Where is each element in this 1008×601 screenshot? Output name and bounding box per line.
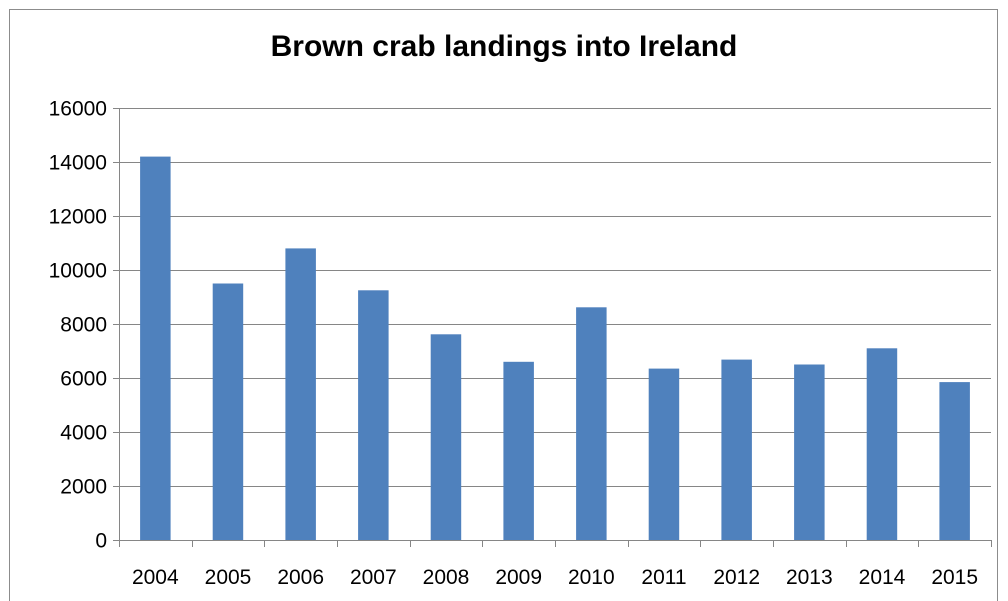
bars (140, 156, 970, 541)
x-tick-label: 2008 (423, 566, 470, 589)
bar-2006 (285, 248, 316, 540)
x-tick-label: 2011 (641, 566, 686, 589)
bar-2013 (794, 364, 825, 540)
y-tick-label: 16000 (49, 98, 107, 121)
x-tick-label: 2005 (205, 566, 252, 589)
chart-title: Brown crab landings into Ireland (270, 30, 738, 63)
x-tick-label: 2014 (859, 566, 906, 589)
y-tick-label: 10000 (49, 260, 107, 283)
y-tick-label: 8000 (60, 314, 107, 337)
bar-2012 (721, 359, 752, 540)
y-tick-label: 6000 (60, 368, 107, 391)
y-tick-label: 0 (95, 530, 107, 553)
x-tick-label: 2013 (786, 566, 833, 589)
x-tick-label: 2012 (713, 566, 760, 589)
x-tick-label: 2009 (495, 566, 542, 589)
gridlines (119, 108, 991, 487)
bar-2007 (358, 290, 389, 541)
bar-2009 (503, 361, 534, 540)
bar-2004 (140, 156, 171, 540)
x-tick-label: 2015 (931, 566, 978, 589)
y-tick-label: 4000 (60, 422, 107, 445)
y-tick-label: 12000 (49, 206, 107, 229)
bar-2015 (939, 382, 970, 540)
x-tick-label: 2006 (277, 566, 324, 589)
bar-2011 (648, 368, 680, 540)
y-tick-label: 14000 (49, 152, 107, 175)
x-tick-label: 2004 (132, 566, 179, 589)
bar-2010 (576, 307, 607, 540)
bar-2008 (430, 334, 462, 540)
axes (113, 108, 992, 547)
x-tick-label: 2010 (568, 566, 615, 589)
bar-2005 (212, 283, 244, 540)
bar-2014 (866, 348, 898, 540)
y-tick-label: 2000 (60, 476, 107, 499)
x-tick-label: 2007 (350, 566, 397, 589)
tick-labels: 0 2000 4000 6000 8000 10000 12000 14000 16000 200… (49, 98, 978, 590)
